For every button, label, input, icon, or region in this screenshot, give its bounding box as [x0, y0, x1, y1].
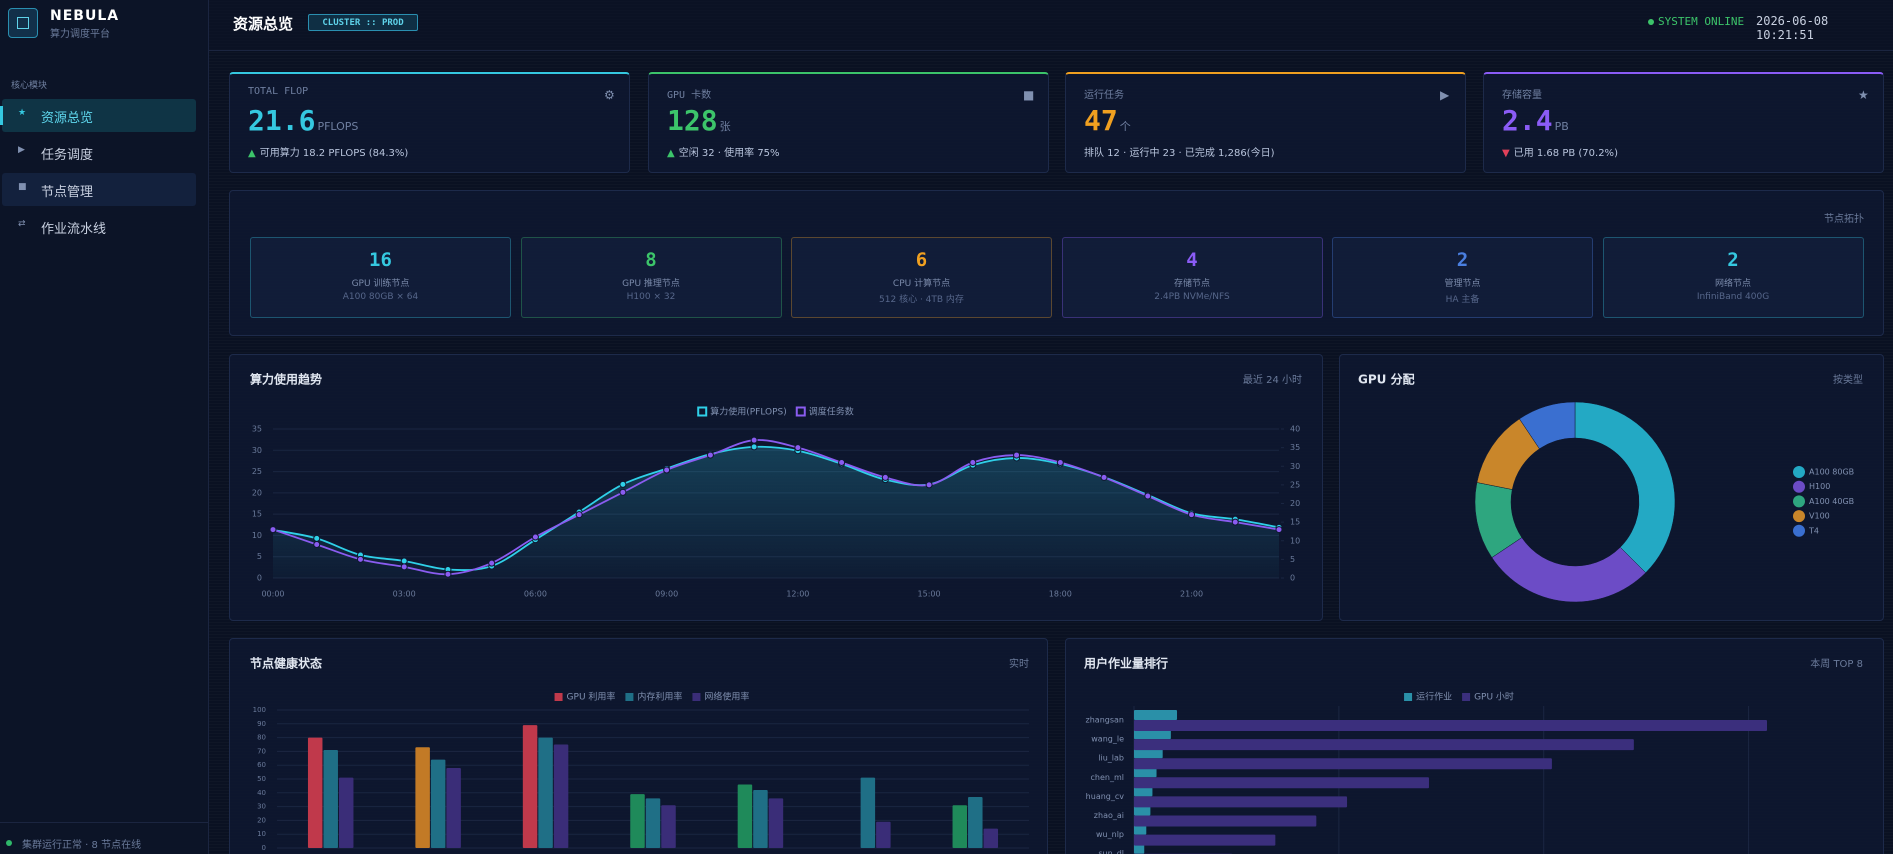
- kpi-note: ▼ 已用 1.68 PB (70.2%): [1502, 144, 1618, 159]
- kpi-card: [648, 72, 1049, 173]
- node-box: [520, 237, 782, 318]
- node-label: 网络节点: [1714, 279, 1751, 289]
- cluster-badge: CLUSTER :: PROD: [308, 14, 418, 31]
- kpi-unit: PB: [1554, 120, 1569, 133]
- brand-sub: 算力调度平台: [50, 29, 110, 40]
- kpi-icon: ★: [1858, 88, 1869, 102]
- kpi-note: ▲ 空闲 32 · 使用率 75%: [667, 144, 780, 159]
- kpi-note-text: 排队 12 · 运行中 23 · 已完成 1,286(今日): [1084, 148, 1275, 159]
- kpi-value: 47: [1084, 104, 1118, 137]
- kpi-value-row: 21.6 PFLOPS: [248, 104, 358, 137]
- node-spec: 512 核心 · 4TB 内存: [879, 295, 964, 305]
- logo-chip: [17, 17, 29, 29]
- node-box: [1061, 237, 1323, 318]
- trend-arrow: ▲: [248, 148, 256, 159]
- node-label: CPU 计算节点: [892, 279, 951, 289]
- node-count: 4: [1186, 249, 1198, 271]
- kpi-note: 排队 12 · 运行中 23 · 已完成 1,286(今日): [1084, 144, 1275, 159]
- kpi-card: [1065, 72, 1466, 173]
- header: [209, 0, 1893, 51]
- nav-label: 资源总览: [41, 111, 94, 126]
- nav-icon: ■: [18, 182, 27, 192]
- clock: 2026-06-08 10:21:51: [1756, 14, 1829, 42]
- node-count: 2: [1456, 249, 1469, 271]
- nav-item[interactable]: [2, 99, 196, 132]
- node-label: 存储节点: [1173, 279, 1210, 289]
- node-label: GPU 训练节点: [351, 279, 410, 289]
- kpi-icon: ■: [1023, 88, 1035, 102]
- nav-item[interactable]: [2, 136, 196, 169]
- node-spec: H100 × 32: [626, 292, 676, 302]
- kpi-value: 2.4: [1502, 104, 1553, 137]
- online-dot: [1648, 19, 1654, 25]
- sidebar: [0, 0, 209, 854]
- page-title: 资源总览: [233, 15, 294, 33]
- kpi-value-row: 47 个: [1084, 104, 1131, 137]
- nav-icon: ★: [18, 108, 27, 118]
- node-label: GPU 推理节点: [622, 279, 680, 289]
- kpi-unit: 张: [719, 120, 731, 133]
- node-box: [250, 237, 511, 318]
- node-count: 6: [915, 249, 928, 271]
- nav-icon: ▶: [18, 145, 25, 155]
- nav-label: 作业流水线: [41, 222, 107, 237]
- kpi-note-text: 可用算力 18.2 PFLOPS (84.3%): [259, 148, 409, 159]
- kpi-card: [1483, 72, 1884, 173]
- kpi-label: TOTAL FLOP: [248, 86, 309, 97]
- nav-label: 节点管理: [41, 185, 94, 200]
- logo-icon: [8, 8, 38, 38]
- kpi-value: 21.6: [248, 104, 316, 137]
- kpi-icon: ⚙: [604, 88, 615, 102]
- kpi-label: 存储容量: [1502, 90, 1542, 101]
- health-panel: [229, 638, 1048, 854]
- kpi-unit: 个: [1119, 120, 1131, 133]
- kpi-note-text: 空闲 32 · 使用率 75%: [678, 148, 780, 159]
- sidebar-footer: 集群运行正常 · 8 节点在线: [22, 840, 142, 851]
- node-spec: HA 主备: [1445, 295, 1480, 305]
- kpi-label: GPU 卡数: [667, 90, 712, 101]
- kpi-value-row: 2.4 PB: [1502, 104, 1569, 137]
- node-count: 16: [369, 249, 392, 271]
- system-status: SYSTEM ONLINE: [1658, 15, 1745, 28]
- kpi-unit: PFLOPS: [317, 120, 359, 133]
- ranking-panel: [1065, 638, 1884, 854]
- nav-active-bar: [0, 106, 3, 125]
- footer-divider: [0, 822, 208, 823]
- nav-item[interactable]: [2, 173, 196, 206]
- status-dot: [6, 840, 12, 846]
- trend-panel: [229, 354, 1323, 621]
- kpi-card: [229, 72, 630, 173]
- nav-icon: ⇄: [18, 219, 26, 229]
- node-spec: 2.4PB NVMe/NFS: [1154, 292, 1230, 302]
- trend-arrow: ▲: [667, 148, 675, 159]
- kpi-value: 128: [667, 104, 718, 137]
- kpi-note: ▲ 可用算力 18.2 PFLOPS (84.3%): [248, 144, 408, 159]
- node-label: 管理节点: [1444, 279, 1481, 289]
- kpi-label: 运行任务: [1084, 90, 1124, 101]
- node-count: 8: [645, 249, 657, 271]
- node-box: [1602, 237, 1864, 318]
- kpi-icon: ▶: [1440, 88, 1450, 102]
- gpu-panel: [1339, 354, 1884, 621]
- nav-label: 任务调度: [41, 148, 94, 163]
- section-label: 核心模块: [11, 81, 48, 91]
- brand: NEBULA: [50, 8, 120, 24]
- node-count: 2: [1727, 249, 1739, 271]
- node-box: [1332, 237, 1593, 318]
- kpi-note-text: 已用 1.68 PB (70.2%): [1513, 148, 1618, 159]
- node-box: [791, 237, 1052, 318]
- node-spec: A100 80GB × 64: [342, 292, 419, 302]
- topology-title: 节点拓扑: [1824, 214, 1864, 225]
- trend-arrow: ▼: [1502, 148, 1510, 159]
- node-spec: InfiniBand 400G: [1696, 292, 1770, 302]
- kpi-value-row: 128 张: [667, 104, 731, 137]
